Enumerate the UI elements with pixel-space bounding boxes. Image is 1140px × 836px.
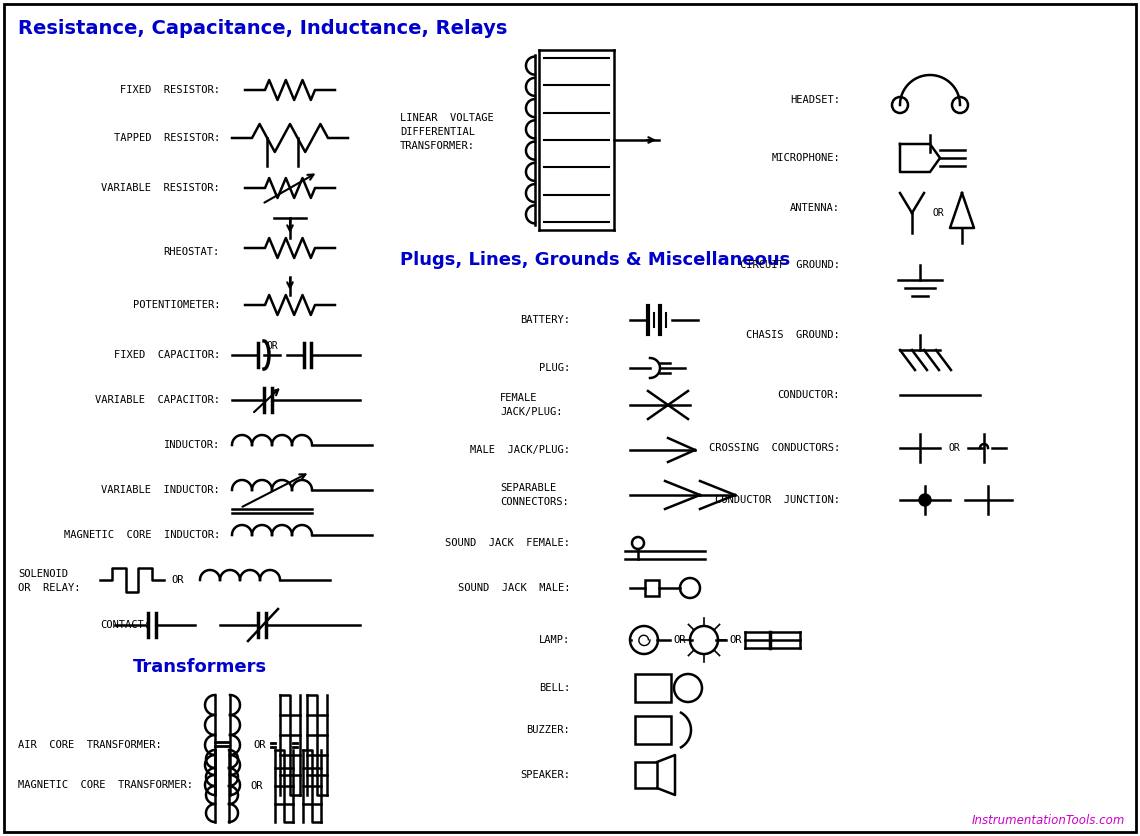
Text: MAGNETIC  CORE  INDUCTOR:: MAGNETIC CORE INDUCTOR: [64, 530, 220, 540]
Text: CIRCUIT  GROUND:: CIRCUIT GROUND: [740, 260, 840, 270]
Text: HEADSET:: HEADSET: [790, 95, 840, 105]
Bar [635, 762, 657, 788]
Text: Transformers: Transformers [133, 658, 267, 676]
Text: BUZZER:: BUZZER: [527, 725, 570, 735]
Text: OR  RELAY:: OR RELAY: [18, 583, 81, 593]
Bar [635, 674, 671, 702]
Text: BATTERY:: BATTERY: [520, 315, 570, 325]
Text: MAGNETIC  CORE  TRANSFORMER:: MAGNETIC CORE TRANSFORMER: [18, 780, 193, 790]
Text: AIR  CORE  TRANSFORMER:: AIR CORE TRANSFORMER: [18, 740, 162, 750]
Text: PLUG:: PLUG: [539, 363, 570, 373]
Text: OR: OR [251, 781, 263, 791]
Text: VARIABLE  INDUCTOR:: VARIABLE INDUCTOR: [101, 485, 220, 495]
Text: OR: OR [948, 443, 960, 453]
Text: Resistance, Capacitance, Inductance, Relays: Resistance, Capacitance, Inductance, Rel… [18, 18, 507, 38]
Text: CROSSING  CONDUCTORS:: CROSSING CONDUCTORS: [709, 443, 840, 453]
Text: ANTENNA:: ANTENNA: [790, 203, 840, 213]
Text: LAMP:: LAMP: [539, 635, 570, 645]
Bar [635, 716, 671, 744]
Text: RHEOSTAT:: RHEOSTAT: [164, 247, 220, 257]
Text: OR: OR [933, 208, 944, 218]
Text: FIXED  CAPACITOR:: FIXED CAPACITOR: [114, 350, 220, 360]
Text: TRANSFORMER:: TRANSFORMER: [400, 141, 475, 151]
Text: SOUND  JACK  FEMALE:: SOUND JACK FEMALE: [445, 538, 570, 548]
Text: CONTACT:: CONTACT: [100, 620, 150, 630]
Text: CHASIS  GROUND:: CHASIS GROUND: [747, 330, 840, 340]
Text: INDUCTOR:: INDUCTOR: [164, 440, 220, 450]
Text: FEMALE: FEMALE [500, 393, 537, 403]
Text: TAPPED  RESISTOR:: TAPPED RESISTOR: [114, 133, 220, 143]
Text: SOUND  JACK  MALE:: SOUND JACK MALE: [457, 583, 570, 593]
Text: OR: OR [172, 575, 185, 585]
Text: OR: OR [266, 341, 278, 351]
Text: BELL:: BELL: [539, 683, 570, 693]
Text: FIXED  RESISTOR:: FIXED RESISTOR: [120, 85, 220, 95]
Text: SOLENOID: SOLENOID [18, 569, 68, 579]
Text: MALE  JACK/PLUG:: MALE JACK/PLUG: [470, 445, 570, 455]
Text: CONNECTORS:: CONNECTORS: [500, 497, 569, 507]
Text: CONDUCTOR  JUNCTION:: CONDUCTOR JUNCTION: [715, 495, 840, 505]
Text: InstrumentationTools.com: InstrumentationTools.com [971, 813, 1125, 827]
Text: SEPARABLE: SEPARABLE [500, 483, 556, 493]
Text: DIFFERENTIAL: DIFFERENTIAL [400, 127, 475, 137]
Text: Plugs, Lines, Grounds & Miscellaneous: Plugs, Lines, Grounds & Miscellaneous [400, 251, 790, 269]
Circle shape [919, 494, 931, 506]
Text: OR: OR [254, 740, 267, 750]
Text: VARIABLE  CAPACITOR:: VARIABLE CAPACITOR: [95, 395, 220, 405]
Text: POTENTIOMETER:: POTENTIOMETER: [132, 300, 220, 310]
Text: MICROPHONE:: MICROPHONE: [772, 153, 840, 163]
Text: OR: OR [730, 635, 742, 645]
Text: LINEAR  VOLTAGE: LINEAR VOLTAGE [400, 113, 494, 123]
Text: JACK/PLUG:: JACK/PLUG: [500, 407, 562, 417]
Text: SPEAKER:: SPEAKER: [520, 770, 570, 780]
Text: VARIABLE  RESISTOR:: VARIABLE RESISTOR: [101, 183, 220, 193]
Bar [645, 580, 659, 596]
Text: CONDUCTOR:: CONDUCTOR: [777, 390, 840, 400]
Text: OR: OR [674, 635, 686, 645]
